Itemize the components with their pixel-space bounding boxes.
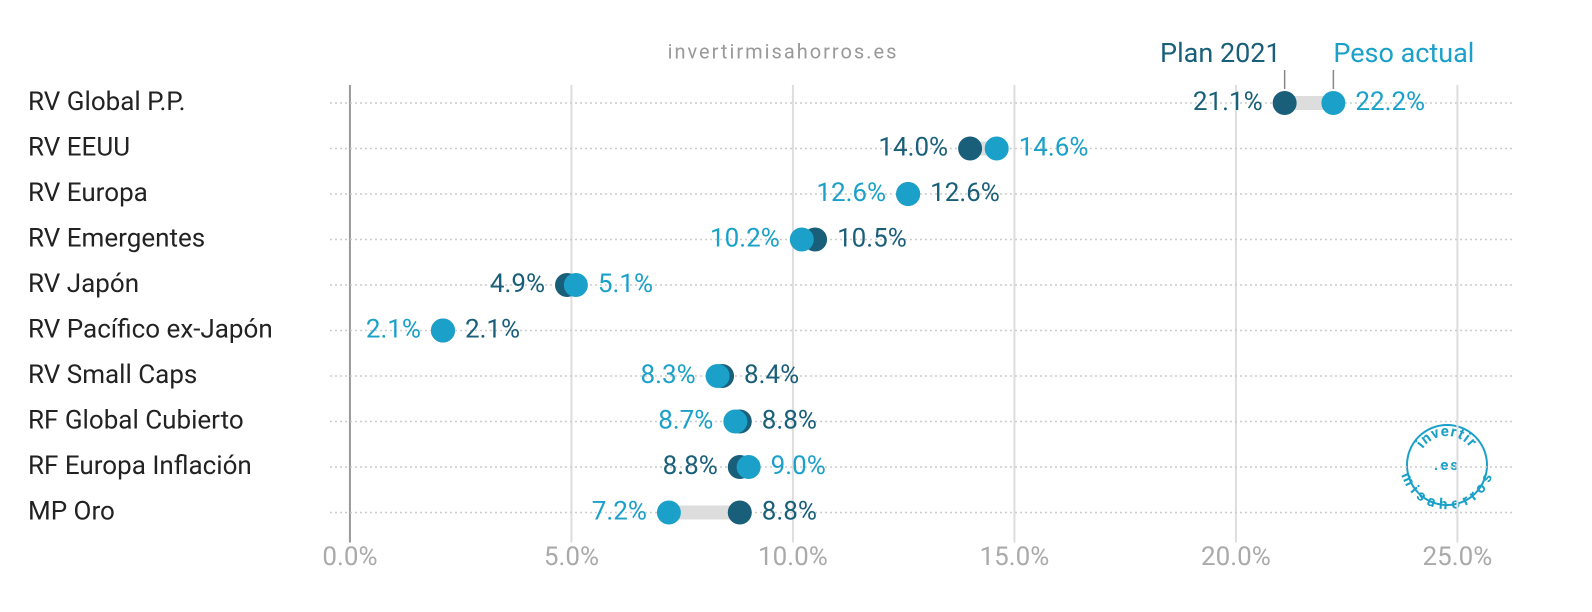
logo-text: misahorros xyxy=(1397,469,1496,513)
dot-actual xyxy=(736,455,761,479)
value-label: 22.2% xyxy=(1355,87,1425,117)
logo-bottom: misahorros xyxy=(1397,469,1494,513)
value-label: 21.1% xyxy=(1193,87,1263,117)
dot-actual xyxy=(656,500,681,525)
dot-plan xyxy=(958,136,983,161)
source: invertirmisahorros.es xyxy=(668,39,899,63)
dot-actual xyxy=(984,136,1009,161)
value-label: 2.1% xyxy=(465,314,520,344)
dot-actual xyxy=(789,227,814,252)
x-tick-label: 5.0% xyxy=(544,542,599,572)
category-label: RF Global Cubierto xyxy=(28,405,244,435)
category-label: RV EEUU xyxy=(28,132,130,162)
category-label: MP Oro xyxy=(28,496,115,526)
dot-actual xyxy=(723,409,748,434)
logo-ring xyxy=(1406,424,1488,506)
value-label: 8.8% xyxy=(663,451,718,481)
x-tick-label: 0.0% xyxy=(322,542,377,572)
value-label: 7.2% xyxy=(592,496,647,526)
dot-actual xyxy=(563,273,588,297)
value-label: 10.5% xyxy=(837,223,907,253)
category-label: RV Emergentes xyxy=(28,223,205,253)
dot-actual xyxy=(896,182,921,206)
dot-actual xyxy=(1321,91,1346,115)
dot-actual xyxy=(705,364,730,388)
value-label: 9.0% xyxy=(771,451,826,481)
category-label: RV Small Caps xyxy=(28,360,197,390)
logo-top: invertir xyxy=(1412,422,1480,452)
x-tick-label: 20.0% xyxy=(1201,542,1271,572)
category-label: RV Japón xyxy=(28,269,139,299)
category-label: RV Global P.P. xyxy=(28,87,185,117)
value-label: 8.3% xyxy=(640,360,695,390)
value-label: 14.6% xyxy=(1019,132,1089,162)
value-label: 8.8% xyxy=(762,496,817,526)
logo-mid: .es xyxy=(1434,456,1460,474)
value-label: 4.9% xyxy=(490,269,545,299)
value-label: 2.1% xyxy=(366,314,421,344)
value-label: 8.7% xyxy=(658,405,713,435)
dot-plan xyxy=(1272,91,1297,115)
legend-label: Plan 2021 xyxy=(1160,37,1281,69)
value-label: 12.6% xyxy=(930,178,1000,208)
value-label: 10.2% xyxy=(710,223,780,253)
category-label: RF Europa Inflación xyxy=(28,451,252,481)
value-label: 12.6% xyxy=(816,178,886,208)
x-tick-label: 10.0% xyxy=(758,542,828,572)
value-label: 8.8% xyxy=(762,405,817,435)
value-label: 8.4% xyxy=(744,360,799,390)
x-tick-label: 15.0% xyxy=(980,542,1050,572)
logo-text: invertir xyxy=(1412,422,1482,452)
dot-actual xyxy=(430,318,455,343)
category-label: RV Pacífico ex-Japón xyxy=(28,314,273,344)
category-label: RV Europa xyxy=(28,178,148,208)
legend-label: Peso actual xyxy=(1333,37,1474,69)
value-label: 14.0% xyxy=(878,132,948,162)
value-label: 5.1% xyxy=(598,269,653,299)
x-tick-label: 25.0% xyxy=(1423,542,1493,572)
dot-plan xyxy=(727,500,752,525)
